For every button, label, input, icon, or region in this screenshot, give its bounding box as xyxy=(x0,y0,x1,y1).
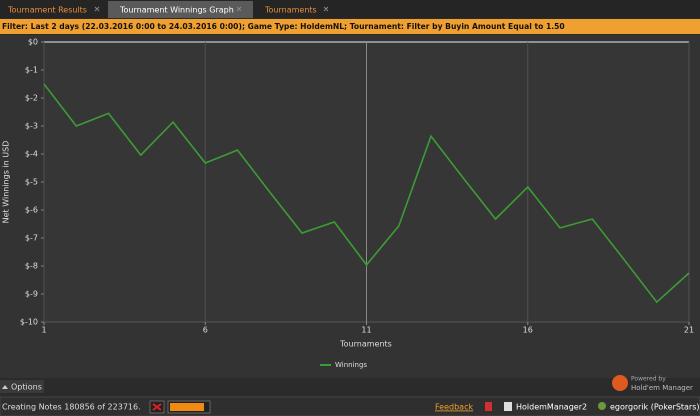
y-tick-label: $-7 xyxy=(25,234,38,243)
tab[interactable]: Tournament Winnings Graph xyxy=(119,6,234,15)
x-tick-label: 11 xyxy=(361,326,371,335)
status-notes: Creating Notes 180856 of 223716. xyxy=(2,403,141,412)
y-tick-label: $-8 xyxy=(25,262,38,271)
y-tick-label: $-9 xyxy=(25,290,38,299)
x-tick-label: 6 xyxy=(203,326,208,335)
options-bar[interactable] xyxy=(0,380,44,393)
app-icon xyxy=(485,402,492,411)
legend-label: Winnings xyxy=(335,361,367,369)
filter-text: Filter: Last 2 days (22.03.2016 0:00 to … xyxy=(2,22,565,31)
filter-bar xyxy=(0,19,700,34)
series-line xyxy=(43,83,690,304)
active-tab xyxy=(108,1,253,18)
logo xyxy=(612,375,628,391)
stop-x xyxy=(152,403,162,411)
y-tick-label: $-3 xyxy=(25,122,38,131)
y-tick-label: $-10 xyxy=(20,318,38,327)
close-icons xyxy=(94,6,329,12)
status-app: HoldemManager2 xyxy=(516,403,587,412)
x-axis-label: Tournaments xyxy=(339,340,392,349)
feedback-link[interactable]: Feedback xyxy=(435,403,473,412)
user-icon xyxy=(598,402,606,410)
y-tick-label: $-2 xyxy=(25,94,38,103)
tab[interactable]: Tournament Results xyxy=(7,6,87,15)
plot: $0$-1$-2$-3$-4$-5$-6$-7$-8$-9$-101 6 11 16 2… xyxy=(20,38,694,370)
tab-bar xyxy=(0,0,700,18)
x-tick-label: 21 xyxy=(684,326,694,335)
x-tick-label: 16 xyxy=(523,326,533,335)
x-tick-label: 1 xyxy=(41,326,46,335)
brand-name: Hold'em Manager xyxy=(631,384,693,392)
options[interactable]: Options xyxy=(11,383,42,392)
app-icon xyxy=(504,402,512,411)
powered-by: Powered by xyxy=(631,376,666,383)
y-axis-label: Net Winnings in USD xyxy=(2,141,11,224)
progress-fill xyxy=(170,403,204,411)
y-tick-label: $-1 xyxy=(25,66,38,75)
options-arrow xyxy=(2,385,8,389)
y-tick-label: $-6 xyxy=(25,206,38,215)
y-tick-label: $-5 xyxy=(25,178,38,187)
y-tick-label: $0 xyxy=(28,38,38,47)
tab[interactable]: Tournaments xyxy=(264,6,317,15)
status-user: egorgorik (PokerStars) xyxy=(610,403,700,412)
y-tick-label: $-4 xyxy=(25,150,38,159)
